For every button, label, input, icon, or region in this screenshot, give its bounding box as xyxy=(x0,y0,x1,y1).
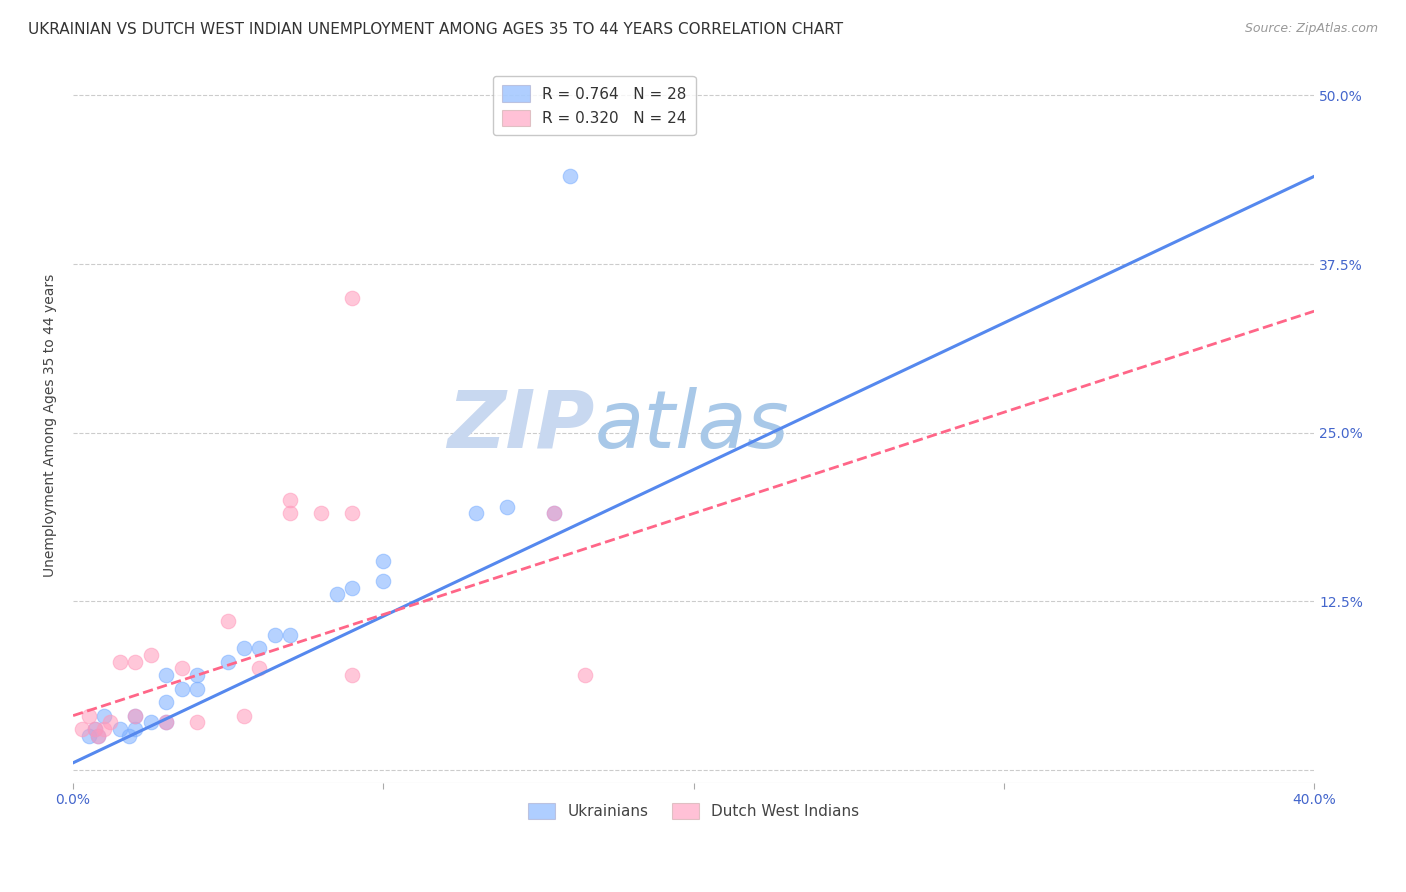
Point xyxy=(558,169,581,184)
Point xyxy=(155,695,177,709)
Text: ZIP: ZIP xyxy=(447,387,595,465)
Point xyxy=(124,708,146,723)
Point xyxy=(574,668,596,682)
Point xyxy=(155,715,177,730)
Point xyxy=(83,722,105,736)
Point xyxy=(83,722,105,736)
Point xyxy=(170,681,193,696)
Point xyxy=(342,581,364,595)
Point xyxy=(496,500,519,514)
Point xyxy=(186,668,208,682)
Point xyxy=(326,587,349,601)
Point xyxy=(342,668,364,682)
Point xyxy=(108,722,131,736)
Point xyxy=(342,507,364,521)
Point xyxy=(139,715,162,730)
Point xyxy=(247,641,270,656)
Point xyxy=(118,729,141,743)
Legend: Ukrainians, Dutch West Indians: Ukrainians, Dutch West Indians xyxy=(522,797,866,825)
Y-axis label: Unemployment Among Ages 35 to 44 years: Unemployment Among Ages 35 to 44 years xyxy=(44,274,58,577)
Point xyxy=(139,648,162,662)
Point xyxy=(124,708,146,723)
Point xyxy=(342,291,364,305)
Point xyxy=(72,722,94,736)
Point xyxy=(170,661,193,675)
Point xyxy=(465,507,488,521)
Point xyxy=(108,655,131,669)
Point xyxy=(278,492,301,507)
Point xyxy=(186,715,208,730)
Point xyxy=(278,507,301,521)
Point xyxy=(373,553,395,567)
Point xyxy=(217,655,239,669)
Point xyxy=(373,574,395,588)
Text: Source: ZipAtlas.com: Source: ZipAtlas.com xyxy=(1244,22,1378,36)
Point xyxy=(124,655,146,669)
Point xyxy=(247,661,270,675)
Point xyxy=(98,715,121,730)
Point xyxy=(124,722,146,736)
Point xyxy=(278,628,301,642)
Point xyxy=(77,708,100,723)
Point xyxy=(87,729,110,743)
Text: atlas: atlas xyxy=(595,387,789,465)
Point xyxy=(263,628,285,642)
Point xyxy=(543,507,565,521)
Point xyxy=(155,668,177,682)
Point xyxy=(77,729,100,743)
Point xyxy=(93,708,115,723)
Point xyxy=(543,507,565,521)
Text: UKRAINIAN VS DUTCH WEST INDIAN UNEMPLOYMENT AMONG AGES 35 TO 44 YEARS CORRELATIO: UKRAINIAN VS DUTCH WEST INDIAN UNEMPLOYM… xyxy=(28,22,844,37)
Point xyxy=(232,708,254,723)
Point xyxy=(186,681,208,696)
Point xyxy=(217,614,239,628)
Point xyxy=(311,507,333,521)
Point xyxy=(87,729,110,743)
Point xyxy=(93,722,115,736)
Point xyxy=(155,715,177,730)
Point xyxy=(232,641,254,656)
